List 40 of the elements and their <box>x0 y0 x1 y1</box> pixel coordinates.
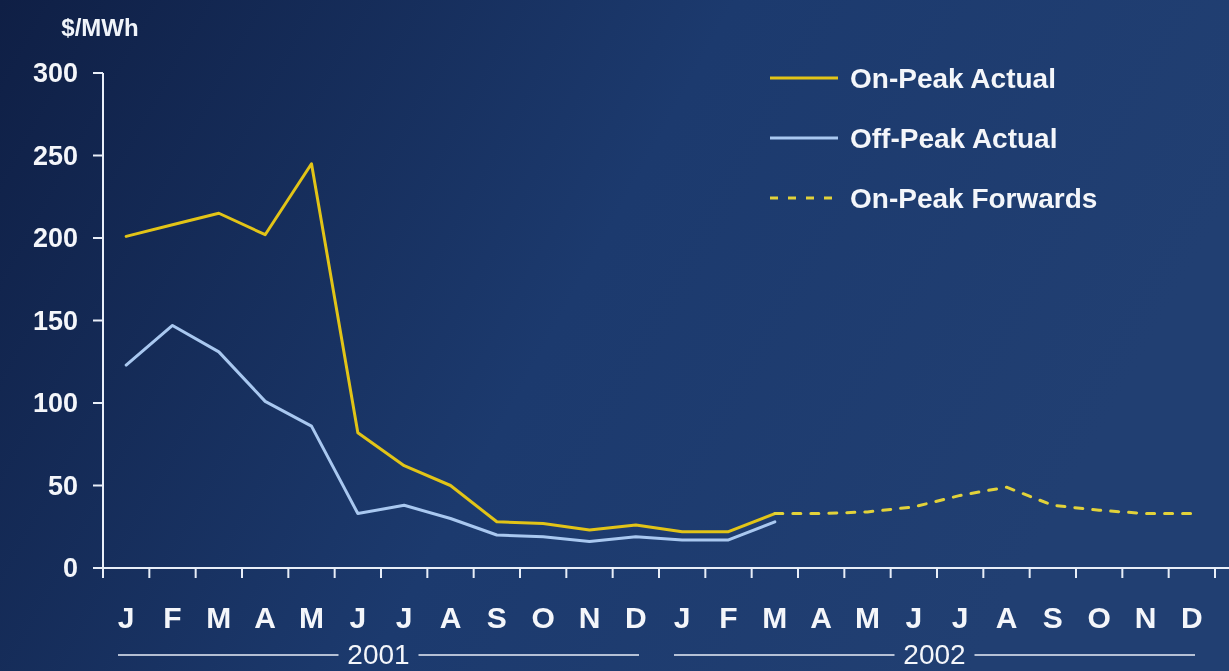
x-tick-label: N <box>578 601 601 634</box>
x-tick-label: D <box>625 601 647 634</box>
legend-label: On-Peak Actual <box>850 62 1056 94</box>
x-tick-label: N <box>1134 601 1157 634</box>
y-tick-label: 250 <box>32 140 78 171</box>
x-tick-label: O <box>531 601 555 634</box>
y-tick-label: 100 <box>32 388 78 419</box>
y-tick-label: 150 <box>32 305 78 336</box>
x-tick-label: J <box>951 601 969 634</box>
x-tick-label: J <box>673 601 691 634</box>
x-tick-label: M <box>206 601 232 634</box>
x-tick-label: F <box>163 601 182 634</box>
x-tick-label: J <box>905 601 923 634</box>
y-tick-label: 300 <box>32 58 78 89</box>
x-tick-label: D <box>1181 601 1203 634</box>
x-tick-label: A <box>810 601 832 634</box>
legend-label: Off-Peak Actual <box>850 122 1058 154</box>
x-tick-label: O <box>1087 601 1111 634</box>
x-tick-label: S <box>486 601 507 634</box>
line-series <box>124 323 777 544</box>
line-series <box>124 162 777 534</box>
x-tick-label: M <box>855 601 880 634</box>
x-tick-label: M <box>762 601 788 634</box>
legend-label: On-Peak Forwards <box>850 182 1098 214</box>
line-series <box>773 485 1194 516</box>
x-tick-label: A <box>254 601 276 634</box>
y-tick-label: 200 <box>32 223 78 254</box>
x-tick-label: J <box>395 601 413 634</box>
y-tick-label: 50 <box>47 470 78 501</box>
y-tick-label: 0 <box>62 553 78 584</box>
x-tick-label: J <box>117 601 135 634</box>
x-tick-label: F <box>719 601 738 634</box>
y-axis-title: $/MWh <box>61 14 139 41</box>
x-tick-label: A <box>439 601 462 634</box>
x-tick-label: M <box>299 601 324 634</box>
text: 2002 <box>903 639 966 670</box>
x-tick-label: J <box>349 601 367 634</box>
x-tick-label: S <box>1042 601 1063 634</box>
text: 2001 <box>347 639 410 670</box>
x-tick-label: A <box>995 601 1018 634</box>
